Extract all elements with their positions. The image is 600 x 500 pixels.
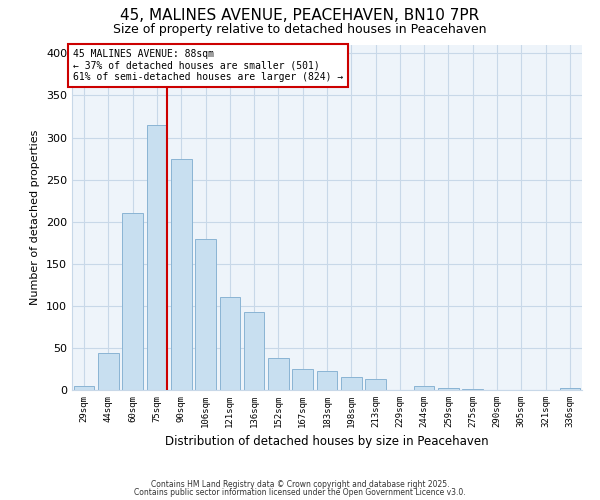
Bar (74, 386, 94, 390)
Bar (244, 312, 265, 390)
Bar (98, 353, 119, 390)
Text: Contains public sector information licensed under the Open Government Licence v3: Contains public sector information licen… (134, 488, 466, 497)
Bar (268, 358, 289, 390)
Text: 45, MALINES AVENUE, PEACEHAVEN, BN10 7PR: 45, MALINES AVENUE, PEACEHAVEN, BN10 7PR (121, 8, 479, 22)
Bar (438, 388, 459, 390)
X-axis label: Distribution of detached houses by size in Peacehaven: Distribution of detached houses by size … (165, 436, 489, 448)
Bar (292, 369, 313, 390)
Bar (195, 238, 216, 390)
Text: Size of property relative to detached houses in Peacehaven: Size of property relative to detached ho… (113, 22, 487, 36)
Bar (560, 388, 580, 390)
Bar (463, 389, 483, 390)
Text: 45 MALINES AVENUE: 88sqm
← 37% of detached houses are smaller (501)
61% of semi-: 45 MALINES AVENUE: 88sqm ← 37% of detach… (73, 49, 343, 82)
Text: Contains HM Land Registry data © Crown copyright and database right 2025.: Contains HM Land Registry data © Crown c… (151, 480, 449, 489)
Bar (122, 214, 143, 390)
Bar (146, 125, 167, 390)
Bar (171, 158, 191, 390)
Bar (365, 379, 386, 390)
Bar (414, 386, 434, 390)
Y-axis label: Number of detached properties: Number of detached properties (31, 130, 40, 305)
Bar (317, 370, 337, 390)
Bar (220, 298, 240, 390)
Bar (341, 376, 362, 390)
